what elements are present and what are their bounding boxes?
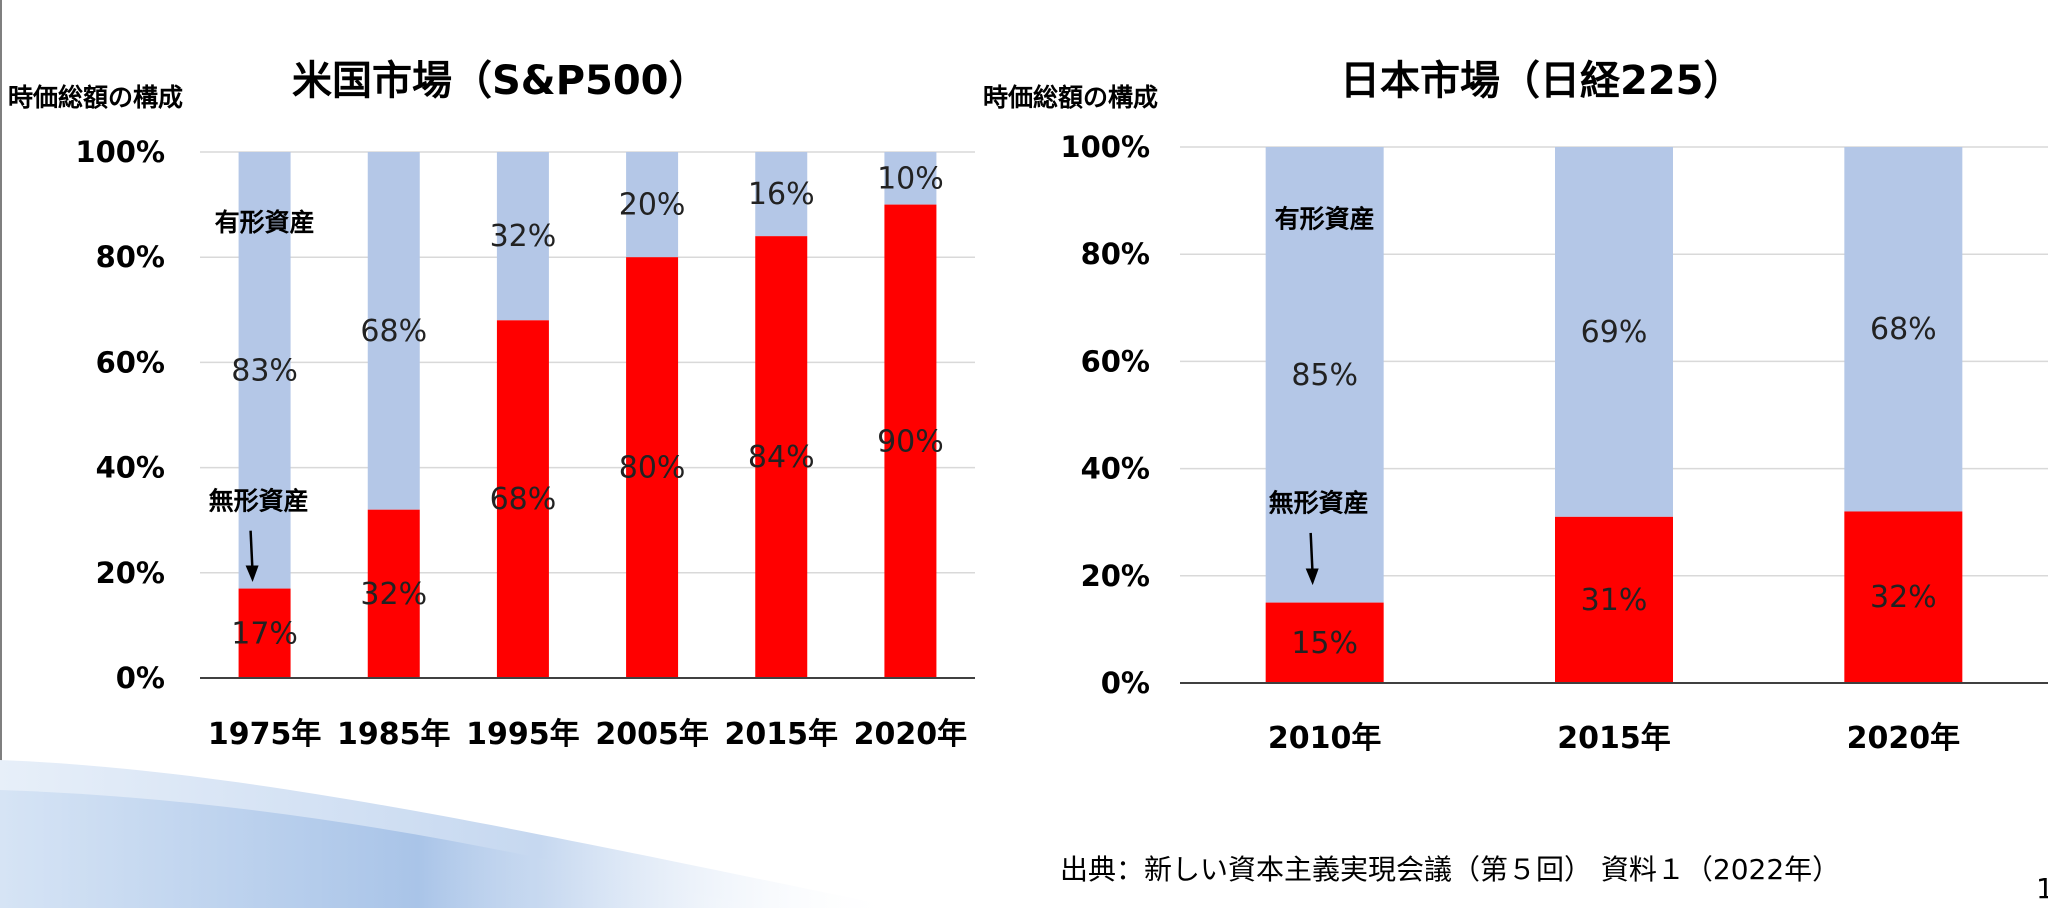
jp-chart-title: 日本市場（日経225） bbox=[1340, 58, 1744, 104]
bar-intangible bbox=[1844, 511, 1963, 683]
x-category-label: 2020年 bbox=[854, 717, 968, 752]
annotation-arrow-head bbox=[1305, 568, 1319, 586]
data-label-intangible: 80% bbox=[619, 451, 686, 486]
annotation-intangible: 無形資産 bbox=[1269, 488, 1369, 517]
bar-intangible bbox=[1265, 602, 1384, 683]
data-label-tangible: 16% bbox=[748, 177, 815, 212]
annotation-arrow-head bbox=[245, 565, 259, 583]
page-number: 1 bbox=[2036, 872, 2048, 905]
bar-intangible bbox=[1555, 516, 1673, 683]
bar-tangible bbox=[496, 152, 549, 321]
y-tick-label: 20% bbox=[96, 556, 165, 590]
data-label-intangible: 90% bbox=[877, 424, 944, 459]
annotation-tangible: 有形資産 bbox=[1275, 204, 1375, 233]
bar-intangible bbox=[884, 204, 937, 678]
bar-tangible bbox=[1555, 147, 1673, 517]
x-category-label: 2010年 bbox=[1268, 721, 1382, 756]
y-tick-label: 40% bbox=[1081, 452, 1150, 486]
bar-intangible bbox=[626, 257, 679, 678]
data-label-tangible: 32% bbox=[490, 219, 557, 254]
y-tick-label: 0% bbox=[1101, 666, 1150, 700]
data-label-intangible: 32% bbox=[1870, 580, 1937, 615]
y-tick-label: 40% bbox=[96, 451, 165, 485]
us-chart-title: 米国市場（S&P500） bbox=[292, 58, 709, 104]
data-label-tangible: 20% bbox=[619, 188, 686, 223]
bar-tangible bbox=[1844, 147, 1963, 512]
x-category-label: 2005年 bbox=[595, 717, 709, 752]
slide-left-border bbox=[0, 0, 2, 908]
x-category-label: 1975年 bbox=[208, 717, 322, 752]
x-category-label: 2020年 bbox=[1847, 721, 1961, 756]
x-category-label: 1985年 bbox=[337, 717, 451, 752]
bar-intangible bbox=[367, 509, 420, 678]
source-citation: 出典：新しい資本主義実現会議（第５回） 資料１（2022年） bbox=[1060, 853, 1841, 886]
x-category-label: 2015年 bbox=[1557, 721, 1671, 756]
bar-tangible bbox=[626, 152, 679, 258]
jp-chart-ylabel: 時価総額の構成 bbox=[983, 83, 1159, 112]
data-label-tangible: 69% bbox=[1581, 315, 1648, 350]
bar-tangible bbox=[238, 152, 291, 589]
bar-tangible bbox=[884, 152, 937, 205]
x-category-label: 2015年 bbox=[725, 717, 839, 752]
data-label-tangible: 68% bbox=[1870, 312, 1937, 347]
bar-intangible bbox=[496, 320, 549, 678]
annotation-tangible: 有形資産 bbox=[215, 208, 315, 237]
y-tick-label: 60% bbox=[96, 345, 165, 379]
y-tick-label: 80% bbox=[96, 240, 165, 274]
bar-tangible bbox=[1265, 147, 1384, 603]
bar-tangible bbox=[755, 152, 808, 237]
data-label-tangible: 85% bbox=[1291, 358, 1358, 393]
y-tick-label: 60% bbox=[1081, 344, 1150, 378]
us-chart-ylabel: 時価総額の構成 bbox=[8, 83, 184, 112]
x-category-label: 1995年 bbox=[466, 717, 580, 752]
bar-tangible bbox=[367, 152, 420, 510]
y-tick-label: 0% bbox=[116, 661, 165, 695]
annotation-intangible: 無形資産 bbox=[209, 487, 309, 516]
data-label-intangible: 68% bbox=[490, 482, 557, 517]
y-tick-label: 100% bbox=[1060, 130, 1150, 164]
y-tick-label: 100% bbox=[75, 135, 165, 169]
data-label-intangible: 32% bbox=[360, 577, 427, 612]
y-tick-label: 80% bbox=[1081, 237, 1150, 271]
data-label-intangible: 84% bbox=[748, 440, 815, 475]
data-label-tangible: 68% bbox=[360, 314, 427, 349]
y-tick-label: 20% bbox=[1081, 559, 1150, 593]
data-label-tangible: 83% bbox=[231, 353, 298, 388]
data-label-intangible: 17% bbox=[231, 616, 298, 651]
data-label-tangible: 10% bbox=[877, 161, 944, 196]
bar-intangible bbox=[238, 588, 291, 678]
data-label-intangible: 15% bbox=[1291, 626, 1358, 661]
bar-intangible bbox=[755, 236, 808, 678]
data-label-intangible: 31% bbox=[1581, 583, 1648, 618]
